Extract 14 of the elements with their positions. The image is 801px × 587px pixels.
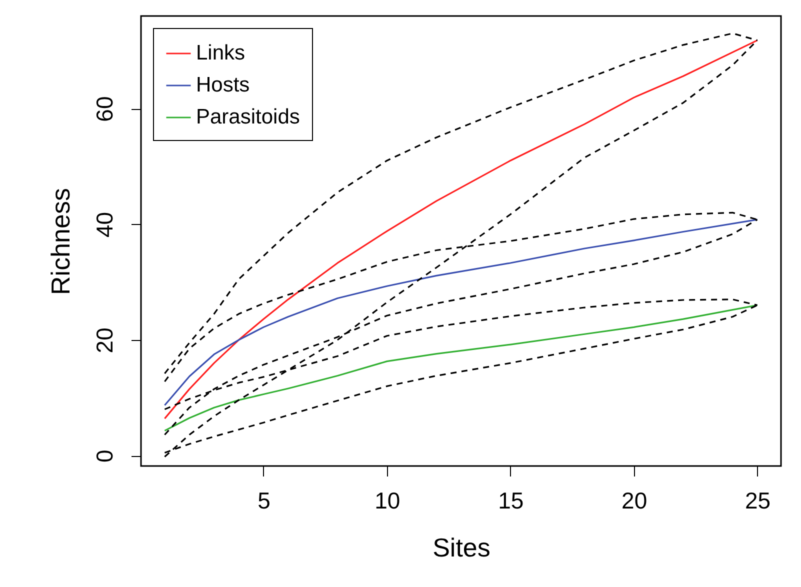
x-tick-label: 20: [622, 488, 648, 514]
y-tick-label: 40: [92, 212, 118, 238]
x-tick-label: 10: [374, 488, 400, 514]
legend-label: Hosts: [196, 74, 250, 96]
y-axis-title: Richness: [46, 188, 76, 295]
y-tick-label: 20: [92, 328, 118, 354]
x-axis-title: Sites: [432, 532, 490, 562]
x-tick-label: 25: [745, 488, 771, 514]
legend-label: Parasitoids: [196, 106, 300, 128]
x-tick-label: 5: [258, 488, 270, 514]
y-tick-label: 60: [92, 96, 118, 122]
x-tick-label: 15: [498, 488, 524, 514]
legend-label: Links: [196, 42, 246, 64]
y-tick-label: 0: [92, 450, 118, 462]
